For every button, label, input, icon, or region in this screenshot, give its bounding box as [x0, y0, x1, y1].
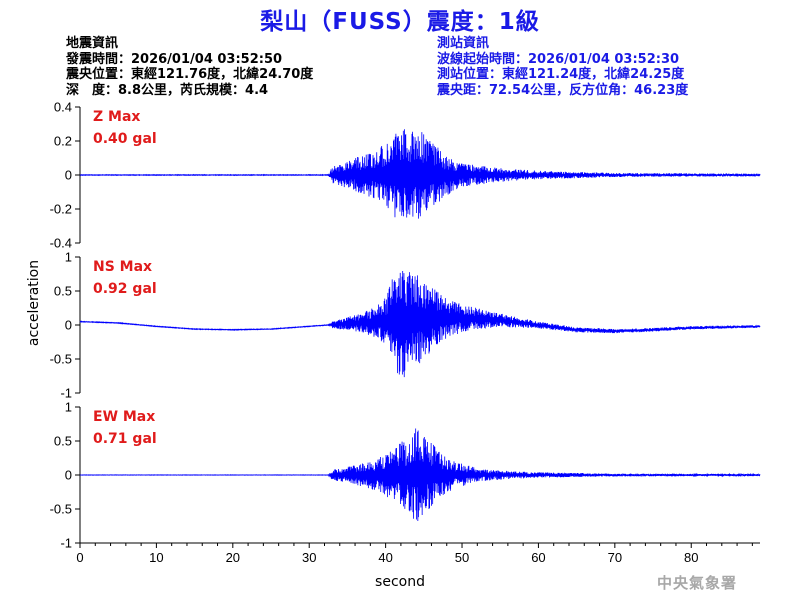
earthquake-info-heading: 地震資訊 [66, 36, 119, 51]
y-tick-label: 1 [65, 400, 72, 415]
x-tick-label: 40 [378, 550, 392, 565]
max-value-ew: 0.71 gal [93, 431, 157, 447]
y-tick-label: -0.5 [50, 502, 72, 517]
waveform-ew [79, 428, 761, 521]
x-tick-label: 20 [226, 550, 240, 565]
y-tick-label: 0 [65, 318, 72, 333]
origin-time: 發震時間：2026/01/04 03:52:50 [66, 51, 283, 67]
x-tick-label: 70 [608, 550, 622, 565]
max-value-ns: 0.92 gal [93, 281, 157, 297]
x-tick-label: 50 [455, 550, 469, 565]
y-axis-label: acceleration [26, 260, 42, 346]
station-info: 測站資訊 波線起始時間：2026/01/04 03:52:30 測站位置：東經1… [437, 36, 688, 98]
earthquake-info: 地震資訊 發震時間：2026/01/04 03:52:50 震央位置：東經121… [66, 36, 313, 98]
y-tick-label: -0.2 [50, 202, 72, 217]
y-tick-label: 0 [65, 168, 72, 183]
x-tick-label: 10 [149, 550, 163, 565]
x-axis: 0 10 20 30 40 50 60 70 80 [76, 542, 760, 565]
waveform-ns [79, 270, 761, 378]
distance-azimuth: 震央距：72.54公里，反方位角：46.23度 [437, 82, 689, 98]
y-tick-label: 0.5 [54, 434, 72, 449]
y-tick-label: -1 [60, 386, 72, 401]
y-tick-label: 0 [65, 468, 72, 483]
waveform-z [79, 129, 761, 219]
agency-watermark: 中央氣象署 [657, 574, 738, 592]
y-tick-label: -0.5 [50, 352, 72, 367]
y-tick-label: 0.4 [54, 100, 72, 115]
panel-ew: -1 -0.5 0 0.5 1 EW Max 0.71 gal [50, 400, 761, 551]
y-tick-label: 0.2 [54, 134, 72, 149]
station-location: 測站位置：東經121.24度，北緯24.25度 [437, 67, 685, 82]
epicenter-location: 震央位置：東經121.76度，北緯24.70度 [66, 67, 314, 82]
y-tick-label: -0.4 [50, 236, 72, 251]
panel-z: -0.4 -0.2 0 0.2 0.4 Z Max 0.40 gal [50, 100, 761, 251]
x-tick-label: 30 [302, 550, 316, 565]
y-tick-label: 0.5 [54, 284, 72, 299]
depth-magnitude: 深 度：8.8公里，芮氏規模：4.4 [66, 82, 269, 98]
x-tick-label: 60 [531, 550, 545, 565]
component-label-ew: EW Max [93, 409, 155, 425]
seismogram-panels: -0.4 -0.2 0 0.2 0.4 Z Max 0.40 gal -1 -0.5 0 0.5 1 N… [50, 100, 761, 551]
page-title: 梨山（FUSS）震度：1級 [260, 9, 540, 35]
y-tick-label: -1 [60, 536, 72, 551]
wave-start-time: 波線起始時間：2026/01/04 03:52:30 [437, 51, 680, 67]
x-tick-label: 80 [684, 550, 698, 565]
panel-ns: -1 -0.5 0 0.5 1 NS Max 0.92 gal [50, 250, 761, 401]
x-axis-label: second [375, 574, 425, 590]
x-tick-label: 0 [76, 550, 83, 565]
component-label-z: Z Max [93, 109, 140, 125]
y-tick-label: 1 [65, 250, 72, 265]
component-label-ns: NS Max [93, 259, 152, 275]
station-info-heading: 測站資訊 [437, 36, 490, 51]
max-value-z: 0.40 gal [93, 131, 157, 147]
